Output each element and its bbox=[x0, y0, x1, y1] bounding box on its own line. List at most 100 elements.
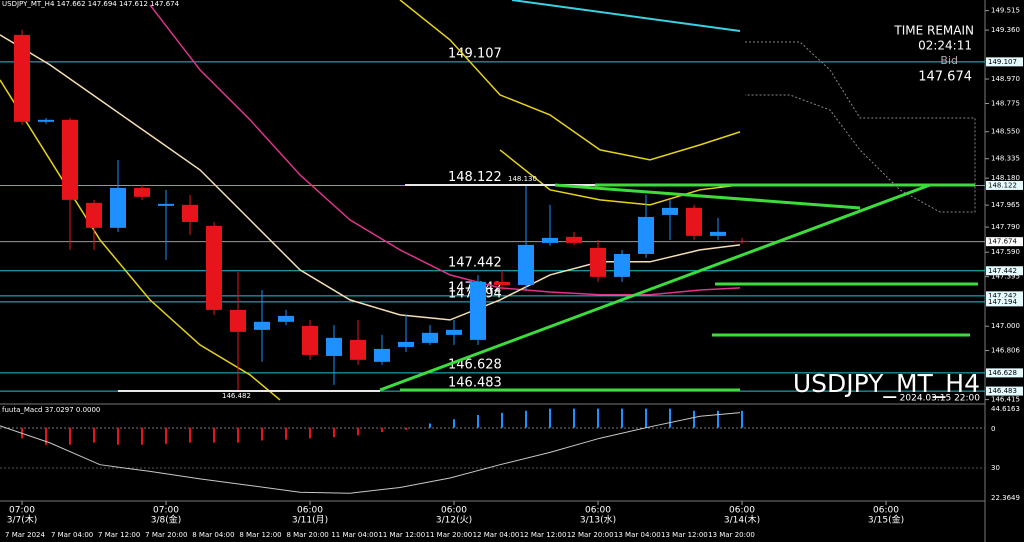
candle-body bbox=[110, 187, 126, 228]
candle-body bbox=[254, 321, 270, 330]
y-tick-label: 147.395 bbox=[991, 273, 1020, 281]
y-tick-label: 148.970 bbox=[991, 75, 1020, 83]
x-minor-label: 7 Mar 04:00 bbox=[51, 531, 93, 539]
drawn-objects bbox=[118, 0, 978, 392]
x-minor-label: 8 Mar 20:00 bbox=[286, 531, 328, 539]
macd-bar bbox=[189, 427, 191, 443]
level-line-box bbox=[986, 297, 1023, 307]
trend-line bbox=[379, 183, 931, 392]
candle-body bbox=[494, 281, 510, 285]
macd-bar bbox=[261, 427, 263, 441]
candle-body bbox=[350, 339, 366, 360]
macd-axis-label: 44.6163 bbox=[991, 405, 1020, 413]
x-minor-label: 7 Mar 2024 bbox=[5, 531, 45, 539]
macd-bar bbox=[141, 427, 143, 445]
candle-body bbox=[518, 244, 534, 285]
x-tick-label: 06:00 bbox=[297, 506, 323, 516]
macd-axis-label: 0 bbox=[991, 425, 995, 433]
candle-body bbox=[638, 216, 654, 254]
level-label: 148.122 bbox=[448, 170, 502, 185]
candle-body bbox=[662, 207, 678, 215]
y-tick-label: 147.965 bbox=[991, 201, 1020, 209]
macd-bar bbox=[477, 414, 479, 428]
x-minor-label: 13 Mar 12:00 bbox=[661, 531, 708, 539]
candle-body bbox=[38, 119, 54, 122]
bid: 147.674 bbox=[918, 70, 972, 85]
x-minor-label: 12 Mar 20:00 bbox=[567, 531, 614, 539]
annotation: 146.482 bbox=[222, 392, 251, 400]
candle-body bbox=[278, 315, 294, 322]
overlay-texts: USDJPY_MT_H4 147.662 147.694 147.612 147… bbox=[2, 0, 980, 414]
x-minor-label: 12 Mar 04:00 bbox=[473, 531, 520, 539]
macd-bar bbox=[93, 427, 95, 443]
candle-body bbox=[566, 236, 582, 243]
x-tick-label: 3/8(金) bbox=[151, 514, 182, 526]
annotation: 148.130 bbox=[508, 175, 537, 183]
candle-body bbox=[734, 240, 750, 242]
y-tick-label: 148.335 bbox=[991, 155, 1020, 163]
symbol-label: USDJPY_MT_H4 bbox=[793, 369, 980, 398]
level-line-tag: 149.107 bbox=[988, 58, 1017, 66]
macd-axis-label: 30 bbox=[991, 464, 1000, 472]
x-tick-label: 07:00 bbox=[9, 506, 35, 516]
candle-body bbox=[374, 348, 390, 362]
candle-body bbox=[686, 207, 702, 236]
x-tick-label: 06:00 bbox=[441, 506, 467, 516]
signal-line bbox=[0, 412, 741, 494]
x-tick-label: 07:00 bbox=[153, 506, 179, 516]
x-tick-label: 3/7(木) bbox=[7, 514, 38, 526]
level-line-tag: 147.442 bbox=[988, 267, 1017, 275]
candle-body bbox=[86, 202, 102, 228]
indicator-line bbox=[149, 4, 741, 296]
time-remain-label: TIME REMAIN bbox=[893, 24, 974, 38]
macd-bar bbox=[309, 427, 311, 439]
macd-bar bbox=[333, 427, 335, 438]
candle-body bbox=[398, 341, 414, 347]
x-minor-label: 11 Mar 20:00 bbox=[426, 531, 473, 539]
level-line-tag: 146.628 bbox=[988, 369, 1017, 377]
price-panel: 149.107148.122147.442147.242147.194146.6… bbox=[0, 0, 985, 401]
candle-body bbox=[206, 225, 222, 310]
macd-bar bbox=[453, 419, 455, 428]
candle-body bbox=[542, 237, 558, 243]
x-minor-label: 8 Mar 04:00 bbox=[192, 531, 234, 539]
level-line-box bbox=[986, 57, 1023, 67]
x-minor-label: 7 Mar 20:00 bbox=[145, 531, 187, 539]
macd-bar bbox=[117, 427, 119, 445]
level-label: 147.442 bbox=[448, 255, 502, 270]
macd-bar bbox=[165, 427, 167, 444]
x-tick-label: 3/15(金) bbox=[868, 514, 904, 526]
level-line-box bbox=[986, 368, 1023, 378]
candle-body bbox=[590, 247, 606, 277]
bid-label: Bid bbox=[940, 54, 958, 67]
x-minor-label: 12 Mar 12:00 bbox=[520, 531, 567, 539]
y-tick-label: 147.000 bbox=[991, 322, 1020, 330]
x-minor-label: 13 Mar 04:00 bbox=[614, 531, 661, 539]
level-line-box bbox=[986, 266, 1023, 276]
candle-body bbox=[62, 119, 78, 200]
macd-bar bbox=[501, 412, 503, 428]
bid-line-box bbox=[986, 237, 1023, 247]
indicator-title: fuuta_Macd 37.0297 0.0000 bbox=[2, 406, 100, 414]
macd-bar bbox=[597, 408, 599, 428]
macd-bar bbox=[645, 408, 647, 428]
level-line-tag: 148.122 bbox=[988, 181, 1017, 189]
macd-bar bbox=[621, 408, 623, 428]
cloud-outline bbox=[745, 41, 976, 213]
level-line-box bbox=[986, 180, 1023, 190]
x-minor-label: 11 Mar 12:00 bbox=[378, 531, 425, 539]
macd-panel bbox=[0, 408, 985, 494]
candle-body bbox=[446, 329, 462, 335]
x-tick-label: 3/11(月) bbox=[292, 515, 328, 526]
y-tick-label: 149.515 bbox=[991, 7, 1020, 15]
x-tick-label: 3/14(木) bbox=[724, 514, 760, 526]
macd-bar bbox=[69, 427, 71, 445]
bid-line-tag: 147.674 bbox=[988, 238, 1017, 246]
level-line-tag: 147.242 bbox=[988, 292, 1017, 300]
macd-bar bbox=[669, 408, 671, 428]
time-remain: 02:24:11 bbox=[918, 39, 972, 53]
x-tick-label: 06:00 bbox=[585, 506, 611, 516]
trend-line bbox=[554, 183, 861, 210]
y-tick-label: 148.180 bbox=[991, 174, 1020, 182]
